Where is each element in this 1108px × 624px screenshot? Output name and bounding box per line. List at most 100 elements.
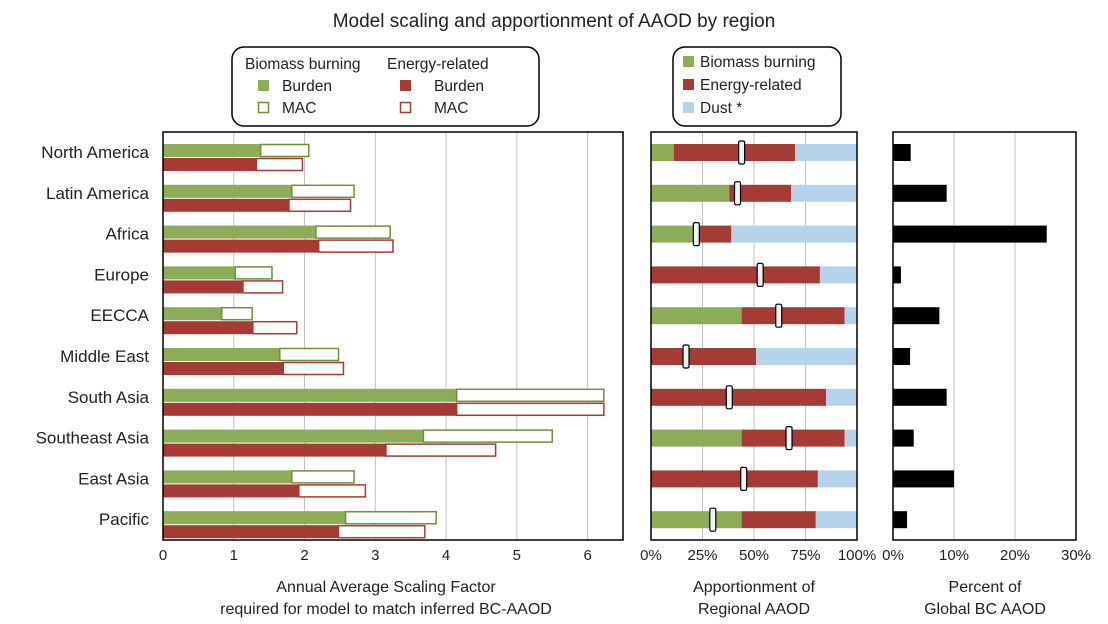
bar-biomass-burden xyxy=(163,348,280,361)
bar-biomass-mac xyxy=(422,429,553,443)
apportionment-marker xyxy=(785,426,793,451)
bar-share-energy xyxy=(741,511,816,529)
bar-share-energy xyxy=(696,225,732,243)
bar-share-dust xyxy=(815,511,857,529)
scaling-xlabel-line2: required for model to match inferred BC-… xyxy=(220,601,552,618)
bar-biomass-mac xyxy=(279,347,340,362)
global-share-xlabel-line1: Percent of xyxy=(949,579,1022,596)
region-label-north-america: North America xyxy=(41,143,149,162)
legend-energy-header: Energy-related xyxy=(387,56,489,73)
apportionment-tick-label: 50% xyxy=(739,547,769,564)
bar-biomass-burden xyxy=(163,429,424,443)
bar-energy-mac xyxy=(252,320,298,335)
bar-biomass-mac xyxy=(344,510,437,525)
bar-energy-mac xyxy=(317,239,394,253)
bar-share-dust xyxy=(795,144,857,161)
bar-biomass-mac xyxy=(259,143,310,158)
global-share-tick-labels: 0% 10% 20% 30% xyxy=(882,547,1091,564)
apportionment-xlabel-line2: Regional AAOD xyxy=(698,601,810,618)
bar-share-biomass xyxy=(651,429,742,447)
scaling-tick-label: 4 xyxy=(442,547,450,564)
bar-biomass-mac xyxy=(291,470,355,484)
legend-biomass-burden-label: Burden xyxy=(282,78,332,95)
bar-biomass-burden xyxy=(163,470,292,484)
bar-biomass-burden xyxy=(163,225,316,239)
global-share-tick-label: 30% xyxy=(1061,547,1091,564)
bar-energy-mac xyxy=(337,524,426,539)
bar-share-dust xyxy=(817,470,857,488)
region-label-africa: Africa xyxy=(106,225,150,244)
global-share-tick-label: 20% xyxy=(1000,547,1030,564)
bar-biomass-burden xyxy=(163,388,457,402)
bar-share-energy xyxy=(741,429,845,447)
bar-share-energy xyxy=(729,184,792,202)
legend-biomass-swatch xyxy=(683,56,694,67)
bar-biomass-burden xyxy=(163,266,236,280)
bar-energy-mac xyxy=(288,198,352,213)
region-labels: North America Latin America Africa Europe EE… xyxy=(36,143,150,529)
global-share-tick-label: 10% xyxy=(939,547,969,564)
legend-scaling: Biomass burning Energy-related Burden MA… xyxy=(231,46,540,127)
apportionment-marker xyxy=(756,262,764,287)
bar-global-share xyxy=(893,348,911,365)
legend-biomass-header: Biomass burning xyxy=(245,56,360,73)
bar-share-biomass xyxy=(651,144,674,161)
bar-energy-burden xyxy=(163,239,319,253)
legend-energy-burden-swatch xyxy=(400,80,411,91)
bar-energy-mac xyxy=(255,157,304,172)
bar-biomass-mac xyxy=(234,266,273,280)
global-share-panel: 0% 10% 20% 30% Percent of Global BC AAOD xyxy=(882,131,1091,618)
bar-share-biomass xyxy=(651,307,742,325)
apportionment-marker xyxy=(733,181,742,206)
bar-share-dust xyxy=(819,266,857,284)
bar-energy-burden xyxy=(163,484,299,498)
region-label-pacific: Pacific xyxy=(99,510,150,529)
bar-global-share xyxy=(893,429,914,447)
apportionment-tick-label: 75% xyxy=(790,547,820,564)
bar-energy-burden xyxy=(163,443,386,457)
bar-biomass-mac xyxy=(455,388,605,403)
region-label-east-asia: East Asia xyxy=(78,469,149,488)
global-share-tick-label: 0% xyxy=(882,547,904,564)
apportionment-marker xyxy=(709,507,717,532)
bar-energy-mac xyxy=(385,443,497,457)
bar-global-share xyxy=(893,144,911,161)
global-share-grid xyxy=(953,132,1016,540)
bar-biomass-burden xyxy=(163,144,261,157)
scaling-tick-label: 5 xyxy=(513,547,521,564)
scaling-tick-label: 6 xyxy=(583,547,591,564)
legend-energy-burden-label: Burden xyxy=(434,78,484,95)
apportionment-marker xyxy=(740,466,748,491)
bar-energy-burden xyxy=(163,402,457,416)
bar-global-share xyxy=(893,184,947,202)
region-label-europe: Europe xyxy=(94,265,149,284)
legend-biomass-label: Biomass burning xyxy=(700,54,815,71)
region-label-southeast-asia: Southeast Asia xyxy=(36,429,150,448)
apportionment-plot-frame xyxy=(650,131,858,541)
apportionment-marker xyxy=(738,140,746,165)
scaling-tick-label: 1 xyxy=(230,547,238,564)
bar-energy-burden xyxy=(163,198,289,212)
scaling-bars xyxy=(163,143,605,539)
bar-global-share xyxy=(893,307,940,325)
bar-share-dust xyxy=(731,225,857,243)
bar-share-dust xyxy=(844,307,857,325)
apportionment-marker xyxy=(682,344,690,369)
chart-title: Model scaling and apportionment of AAOD … xyxy=(333,11,776,32)
legend-energy-mac-label: MAC xyxy=(434,100,468,117)
legend-scaling-box xyxy=(231,46,540,127)
bar-global-share xyxy=(893,511,908,529)
scaling-tick-label: 3 xyxy=(371,547,379,564)
bar-energy-burden xyxy=(163,321,253,335)
bar-global-share xyxy=(893,388,947,406)
bar-share-biomass xyxy=(651,225,697,243)
bar-energy-burden xyxy=(163,280,243,294)
apportionment-xlabel-line1: Apportionment of xyxy=(693,579,815,596)
region-label-latin-america: Latin America xyxy=(46,184,150,203)
bar-global-share xyxy=(893,266,901,284)
legend-apportionment-box xyxy=(672,46,842,127)
legend-biomass-mac-swatch xyxy=(257,101,270,114)
scaling-tick-labels: 0 1 2 3 4 5 6 xyxy=(159,547,592,564)
bar-energy-mac xyxy=(282,361,345,376)
